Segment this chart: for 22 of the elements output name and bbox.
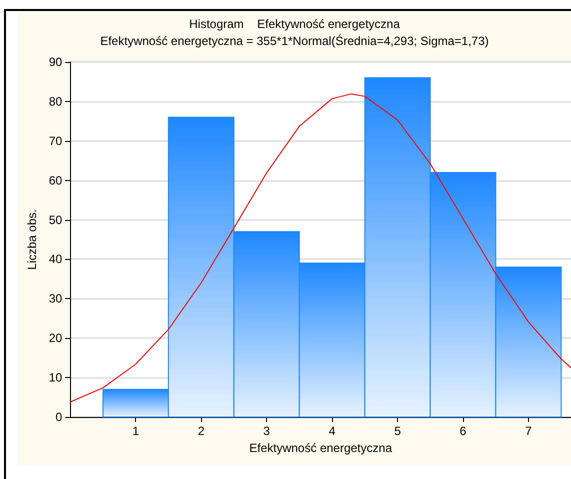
y-tick-label: 30 <box>48 292 63 306</box>
x-tick-label: 3 <box>263 424 270 438</box>
line-series <box>70 93 571 403</box>
x-axis-title: Efektywność energetyczna <box>249 440 392 455</box>
y-axis-title: Liczba obs. <box>25 209 39 270</box>
x-tick-label: 7 <box>525 424 532 438</box>
y-tick-label: 50 <box>48 212 63 227</box>
x-tick-label: 2 <box>198 424 205 438</box>
y-tick-label: 80 <box>48 94 63 108</box>
chart-subtitle: Efektywność energetyczna = 355*1*Normal(Średnia=4,293; Sigma=1,73) <box>100 34 489 48</box>
y-tick-label: 60 <box>48 173 63 188</box>
y-tick-label: 20 <box>48 331 63 346</box>
chart-title: Histogram Efektywność energetyczna <box>189 17 400 31</box>
y-tick-label: 40 <box>48 252 63 266</box>
x-tick-label: 6 <box>460 424 467 438</box>
x-tick-label: 5 <box>394 424 402 438</box>
y-tick-label: 70 <box>48 134 63 148</box>
x-tick-label: 1 <box>132 424 140 438</box>
y-tick-label: 0 <box>56 410 63 424</box>
y-tick-label: 90 <box>48 55 63 69</box>
y-tick-label: 10 <box>48 370 63 385</box>
x-tick-label: 4 <box>328 424 336 438</box>
